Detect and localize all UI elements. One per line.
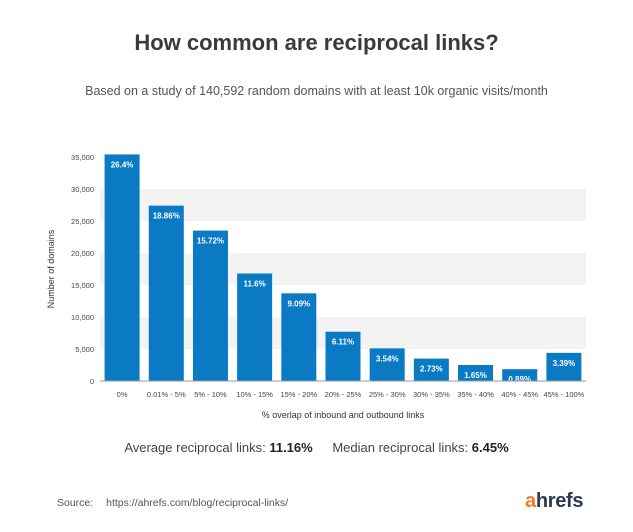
data-label: 11.6% [244, 279, 266, 288]
logo-rest: hrefs [535, 490, 584, 512]
bar-chart: 0 5,000 10,000 15,000 20,000 25,000 30,000 35,0… [46, 153, 586, 420]
y-tick-label: 5,000 [75, 345, 94, 354]
logo-accent: a [525, 490, 536, 512]
bar [148, 205, 184, 381]
y-tick-label: 35,000 [71, 153, 94, 162]
bar [325, 331, 361, 381]
bar [104, 154, 140, 381]
y-tick-label: 0 [90, 377, 94, 386]
bar [502, 369, 538, 381]
y-tick-label: 15,000 [71, 281, 94, 290]
data-label: 3.54% [376, 354, 399, 363]
ahrefs-logo: ahrefs [525, 490, 584, 513]
bar [237, 273, 273, 381]
average-label: Average reciprocal links: [124, 440, 266, 455]
x-tick-label: 0% [117, 390, 128, 399]
y-tick-label: 10,000 [71, 313, 94, 322]
y-axis-label: Number of domains [46, 229, 56, 308]
x-tick-label: 25% - 30% [369, 390, 406, 399]
chart-title: How common are reciprocal links? [134, 30, 499, 55]
median-label: Median reciprocal links: [332, 440, 469, 455]
bar [192, 230, 228, 381]
data-label: 0.89% [508, 375, 531, 384]
median-value: 6.45% [471, 440, 509, 455]
x-tick-label: 5% - 10% [194, 390, 227, 399]
x-axis-ticks: 0% 0.01% - 5% 5% - 10% 10% - 15% 15% - 20% 20… [117, 390, 585, 399]
bar [413, 358, 449, 381]
data-label: 2.73% [420, 365, 443, 374]
x-axis-label: % overlap of inbound and outbound links [262, 410, 425, 420]
bar [281, 293, 317, 381]
bar [546, 352, 582, 381]
x-tick-label: 0.01% - 5% [147, 390, 186, 399]
x-tick-label: 45% - 100% [543, 390, 584, 399]
data-label: 18.86% [153, 212, 180, 221]
x-tick-label: 30% - 35% [413, 390, 450, 399]
y-axis-ticks: 0 5,000 10,000 15,000 20,000 25,000 30,000 35,0… [71, 153, 94, 386]
source-link[interactable]: https://ahrefs.com/blog/reciprocal-links… [106, 497, 289, 509]
average-value: 11.16% [269, 440, 313, 455]
data-label: 6.11% [332, 338, 354, 347]
source-label: Source: [57, 497, 94, 509]
data-label: 9.09% [287, 299, 310, 308]
data-label: 15.72% [197, 237, 224, 246]
data-label: 26.4% [111, 160, 134, 169]
y-tick-label: 30,000 [71, 185, 94, 194]
data-label: 3.39% [553, 359, 576, 368]
y-tick-label: 20,000 [71, 249, 94, 258]
x-tick-label: 10% - 15% [236, 390, 273, 399]
source-line: Source: https://ahrefs.com/blog/reciproc… [57, 497, 288, 509]
y-tick-label: 25,000 [71, 217, 94, 226]
x-tick-label: 15% - 20% [280, 390, 317, 399]
x-tick-label: 20% - 25% [325, 390, 362, 399]
summary-stats: Average reciprocal links: 11.16% Median … [0, 440, 633, 455]
bar [458, 365, 494, 381]
data-label: 1.65% [464, 371, 487, 380]
x-tick-label: 40% - 45% [501, 390, 538, 399]
bar [369, 348, 405, 381]
chart-subtitle: Based on a study of 140,592 random domai… [85, 84, 548, 98]
x-tick-label: 35% - 40% [457, 390, 494, 399]
bars: 26.4% 18.86% 15.72% 11.6% 9.09% 6.11% 3.54% 2.7… [104, 154, 582, 384]
